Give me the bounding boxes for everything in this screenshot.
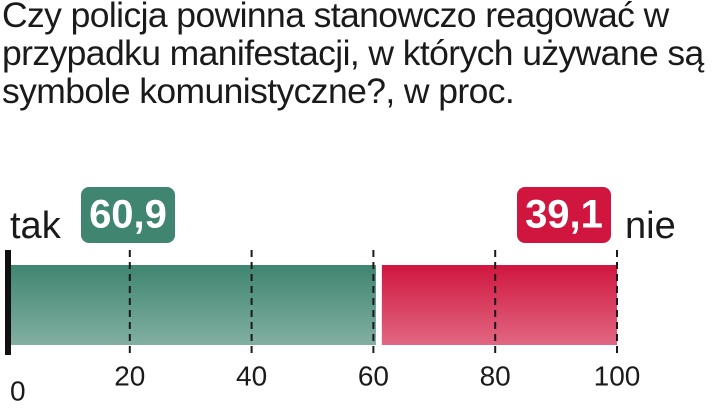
x-tick-label: 80	[480, 360, 511, 391]
chart-title: Czy policja powinna stanowczo reagować w…	[2, 0, 704, 111]
x-tick-label: 0	[10, 375, 26, 406]
legend-label: nie	[625, 205, 676, 247]
x-tick-label: 60	[358, 360, 389, 391]
x-tick-label: 100	[594, 360, 641, 391]
value-label: 39,1	[525, 193, 603, 237]
value-badge	[515, 185, 613, 245]
x-tick-label: 20	[114, 360, 145, 391]
value-badge	[79, 185, 177, 245]
bar-shade	[381, 265, 617, 345]
x-tick-label: 40	[236, 360, 267, 391]
value-label: 60,9	[89, 193, 167, 237]
legend-label: tak	[10, 205, 62, 247]
bar-shade	[8, 265, 376, 345]
